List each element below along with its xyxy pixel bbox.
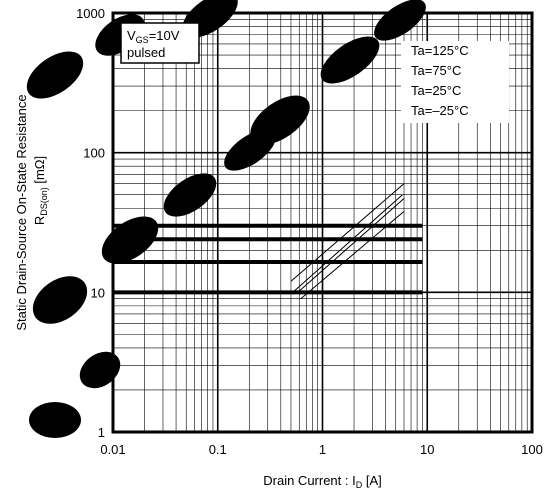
legend: Ta=125°C Ta=75°C Ta=25°C Ta=–25°C [401,41,509,123]
x-tick-label: 100 [521,442,543,457]
watermark-blob [224,129,276,171]
watermark-blob [29,402,81,438]
x-axis-label: Drain Current : ID [A] [263,473,382,490]
x-tick-label: 1 [319,442,326,457]
vgs-annotation-line2: pulsed [127,45,165,60]
y-tick-label: 100 [83,146,105,161]
series-layer [113,183,423,300]
plot-frame [111,11,534,434]
watermark [26,0,426,438]
x-tick-label: 10 [420,442,434,457]
legend-label: Ta=75°C [411,63,461,78]
watermark-blob [320,36,380,84]
watermark-blob [79,351,121,389]
y-tick-labels: 1 10 100 1000 [76,6,105,440]
series-limit-line [297,198,405,293]
watermark-blob [32,276,88,324]
legend-label: Ta=25°C [411,83,461,98]
legend-label: Ta=125°C [411,43,469,58]
x-tick-label: 0.01 [100,442,125,457]
y-tick-label: 1 [98,425,105,440]
y-axis-label-line1: Static Drain-Source On-State Resistance [14,94,29,330]
vgs-annotation-line1: VGS=10V [127,28,180,45]
watermark-blob [374,0,426,41]
y-axis-label-line2: RDS(on) [mΩ] [32,156,49,225]
series-limit-line [292,194,403,293]
series-limit-line [300,210,405,300]
x-tick-labels: 0.01 0.1 1 10 100 [100,442,543,457]
legend-background [401,41,509,123]
vgs-annotation-box [120,22,200,64]
y-tick-label: 10 [91,285,105,300]
x-tick-label: 0.1 [209,442,227,457]
legend-label: Ta=–25°C [411,103,469,118]
series-limit-line [290,183,405,282]
vgs-annotation: VGS=10V pulsed [120,22,200,64]
watermark-blob [26,51,84,99]
y-tick-label: 1000 [76,6,105,21]
